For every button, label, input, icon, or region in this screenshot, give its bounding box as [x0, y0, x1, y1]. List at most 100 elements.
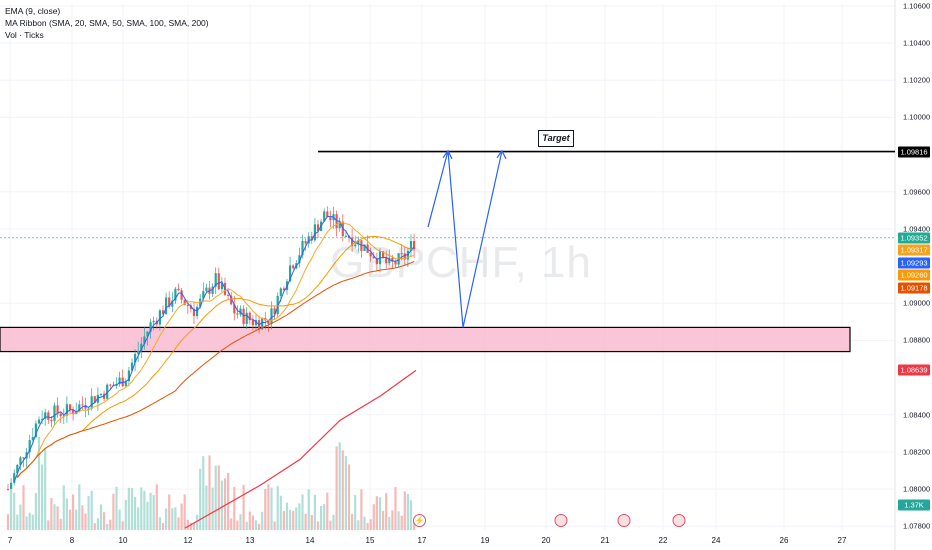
- candle-body: [186, 304, 189, 306]
- volume-bar: [174, 507, 177, 530]
- candle-body: [304, 240, 307, 244]
- time-tick-label: 7: [7, 536, 13, 545]
- volume-bar: [282, 510, 285, 530]
- volume-bar: [87, 496, 90, 530]
- candle-body: [37, 419, 41, 424]
- target-label[interactable]: Target: [538, 130, 574, 147]
- candle-body: [44, 412, 47, 419]
- volume-bar: [239, 514, 242, 530]
- volume-indicator-label[interactable]: Vol · Ticks: [5, 30, 44, 40]
- volume-bar: [233, 487, 236, 530]
- time-tick-label: 17: [417, 536, 427, 545]
- volume-bar: [161, 523, 165, 530]
- price-tick-label: 1.09600: [903, 187, 931, 197]
- candle-body: [143, 336, 146, 344]
- economic-event-icon[interactable]: [672, 514, 686, 527]
- candle-body: [6, 489, 10, 491]
- candle-body: [242, 308, 245, 325]
- volume-bar: [25, 516, 28, 530]
- candle-body: [385, 257, 388, 264]
- volume-bar: [158, 517, 161, 530]
- volume-bar: [47, 520, 50, 530]
- economic-event-icon[interactable]: [554, 514, 568, 527]
- volume-bar: [394, 487, 397, 530]
- candle-body: [174, 288, 177, 301]
- candle-body: [177, 288, 180, 291]
- volume-bar: [323, 504, 326, 530]
- volume-bar: [406, 493, 409, 530]
- candle-body: [369, 252, 372, 257]
- candle-body: [152, 320, 155, 323]
- volume-bar: [285, 502, 289, 530]
- ema-indicator-label[interactable]: EMA (9, close): [5, 6, 61, 16]
- candle-body: [326, 211, 329, 218]
- candle-body: [354, 244, 357, 247]
- projection-path: [427, 150, 503, 328]
- volume-bar: [236, 520, 239, 530]
- volume-bar: [220, 480, 223, 530]
- volume-bar: [93, 523, 96, 530]
- price-tick-label: 1.07800: [903, 521, 931, 531]
- volume-bar: [118, 509, 121, 530]
- volume-bar: [96, 518, 99, 530]
- volume-bar: [196, 514, 199, 530]
- volume-bar: [81, 505, 84, 530]
- candle-body: [13, 473, 16, 483]
- candle-body: [10, 482, 13, 490]
- support-zone: [0, 326, 851, 353]
- candle-body: [41, 418, 44, 420]
- volume-bar: [254, 520, 258, 530]
- ma-ribbon-indicator-label[interactable]: MA Ribbon (SMA, 20, SMA, 50, SMA, 100, S…: [5, 18, 209, 28]
- candle-body: [90, 396, 93, 409]
- volume-bar: [41, 464, 44, 530]
- volume-bar: [230, 518, 233, 530]
- volume-bar: [13, 492, 16, 530]
- candle-body: [161, 310, 165, 315]
- volume-bar: [320, 505, 323, 530]
- candle-body: [72, 410, 75, 415]
- candle-body: [118, 377, 121, 385]
- volume-bar: [192, 522, 196, 530]
- candle-body: [214, 273, 217, 287]
- candle-body: [78, 404, 81, 412]
- candle-body: [413, 241, 416, 250]
- volume-bar: [341, 450, 344, 530]
- candle-body: [351, 237, 354, 247]
- volume-bar: [103, 512, 106, 530]
- volume-bar: [177, 517, 180, 530]
- candle-body: [196, 306, 199, 317]
- economic-event-icon[interactable]: [617, 514, 631, 527]
- volume-bar: [165, 508, 168, 530]
- volume-bar: [400, 515, 403, 530]
- volume-bar: [75, 509, 78, 530]
- volume-bar: [19, 504, 22, 530]
- candle-body: [28, 440, 31, 453]
- candle-body: [19, 457, 22, 465]
- candle-body: [205, 287, 208, 292]
- volume-bar: [99, 504, 103, 530]
- price-tag: 1.09293: [898, 257, 930, 269]
- price-tag: 1.09178: [898, 282, 930, 294]
- candle-body: [233, 304, 236, 314]
- ema9-line: [13, 215, 415, 482]
- volume-bar: [245, 521, 248, 530]
- price-tag: 1.37K: [898, 499, 930, 511]
- volume-bar: [388, 516, 391, 530]
- volume-bar: [258, 523, 261, 530]
- price-tag: 1.09352: [898, 232, 930, 244]
- price-tick-label: 1.10200: [903, 75, 931, 85]
- candle-body: [261, 318, 264, 330]
- candle-body: [391, 257, 394, 262]
- candle-body: [59, 413, 62, 417]
- candle-body: [183, 299, 186, 305]
- candle-body: [50, 419, 53, 421]
- flash-event-icon[interactable]: ⚡: [413, 514, 426, 527]
- candle-body: [199, 298, 202, 307]
- candle-body: [251, 320, 254, 326]
- volume-bar: [109, 519, 112, 530]
- candle-body: [313, 224, 316, 241]
- candle-body: [273, 308, 276, 315]
- candle-body: [388, 257, 391, 264]
- candle-body: [130, 362, 134, 371]
